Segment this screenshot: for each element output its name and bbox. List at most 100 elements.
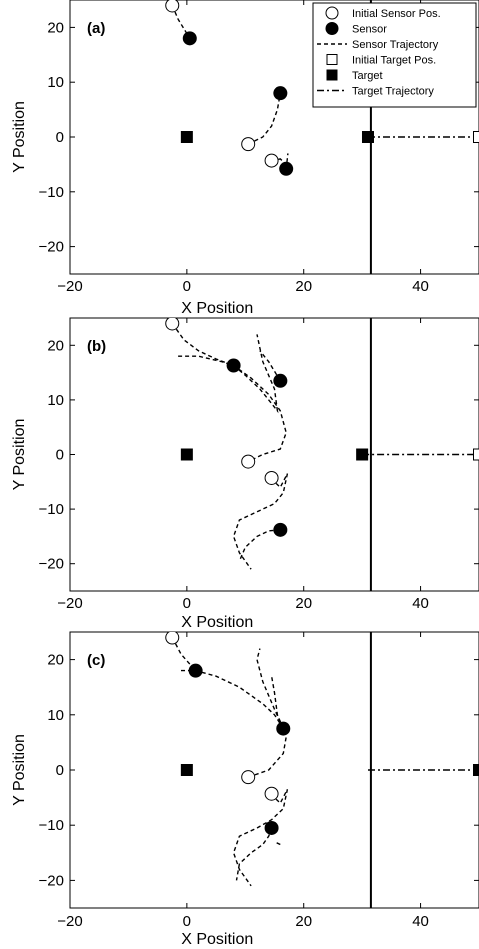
sensor-marker: [279, 161, 294, 176]
y-tick-label: 10: [47, 392, 64, 409]
initial-sensor-marker: [264, 786, 279, 801]
sensor-trajectory: [178, 355, 287, 463]
panel-label: (b): [87, 338, 106, 355]
legend-initial-target-icon: [326, 54, 338, 65]
target-marker: [180, 131, 193, 143]
x-tick-label: −20: [57, 595, 82, 612]
x-axis-label: X Position: [181, 614, 253, 631]
y-axis-label: Y Position: [11, 419, 28, 491]
sensor-trajectory: [181, 669, 284, 729]
x-tick-label: 0: [183, 278, 191, 295]
sensor-marker: [226, 358, 241, 373]
panel-label: (a): [87, 20, 105, 37]
legend-target-icon: [326, 69, 338, 81]
sensor-marker: [273, 86, 288, 101]
target-marker: [473, 764, 479, 776]
plot-content: [165, 0, 479, 274]
y-tick-label: 0: [56, 447, 64, 464]
y-tick-label: −20: [39, 872, 64, 889]
legend-entry: Initial Sensor Pos.: [325, 6, 441, 20]
initial-target-marker: [473, 448, 479, 461]
sensor-trajectory: [238, 529, 281, 562]
y-tick-label: −10: [39, 501, 64, 518]
x-axis-label: X Position: [181, 931, 253, 948]
legend-entry: Initial Target Pos.: [326, 54, 436, 67]
target-marker: [361, 131, 374, 143]
x-tick-label: 40: [412, 278, 429, 295]
panel-2: −20 0 20 40 −20 −10 0 10 20 X Position Y Position (…: [11, 317, 479, 631]
initial-sensor-marker: [241, 137, 256, 152]
y-tick-label: −20: [39, 556, 64, 573]
legend-entry: Sensor: [325, 22, 387, 36]
sensor-marker: [264, 820, 279, 835]
x-tick-label: 20: [295, 595, 312, 612]
target-marker: [180, 764, 193, 776]
sensor-trajectory: [171, 323, 234, 367]
initial-sensor-marker: [165, 318, 180, 331]
sensor-trajectory: [256, 648, 284, 729]
y-tick-label: 20: [47, 652, 64, 669]
legend-label: Target: [352, 70, 383, 82]
x-tick-label: −20: [57, 913, 82, 930]
y-tick-label: 0: [56, 762, 64, 779]
y-tick-label: 20: [47, 19, 64, 36]
legend: Initial Sensor Pos. Sensor Sensor Trajecto…: [312, 2, 477, 108]
legend-entry: Target Trajectory: [317, 86, 434, 98]
initial-sensor-marker: [241, 770, 256, 785]
y-tick-label: 0: [56, 129, 64, 146]
legend-label: Initial Sensor Pos.: [352, 8, 441, 20]
legend-label: Target Trajectory: [352, 86, 434, 98]
target-marker: [356, 448, 369, 461]
sensor-trajectory: [247, 93, 281, 145]
y-tick-label: 20: [47, 337, 64, 354]
sensor-trajectory: [233, 334, 279, 414]
x-tick-label: 40: [412, 595, 429, 612]
legend-label: Sensor: [352, 24, 387, 36]
legend-entry: Target: [326, 69, 383, 82]
x-tick-label: −20: [57, 278, 82, 295]
x-tick-label: 20: [295, 278, 312, 295]
legend-sensor-icon: [325, 22, 339, 35]
legend-box: [312, 2, 477, 108]
panel-1: −20 0 20 40 −20 −10 0 10 20 X Position Y Position (…: [11, 0, 479, 317]
sensor-marker: [276, 721, 291, 736]
plot-content: [165, 318, 479, 591]
panel-label: (c): [87, 652, 105, 669]
panel-3: −20 0 20 40 −20 −10 0 10 20 X Position Y Position (…: [11, 631, 479, 948]
x-axis-label: X Position: [181, 300, 253, 317]
y-tick-label: −20: [39, 239, 64, 256]
sensor-trajectory: [232, 788, 289, 887]
target-marker: [180, 448, 193, 461]
y-tick-label: 10: [47, 707, 64, 724]
initial-sensor-marker: [264, 470, 279, 485]
initial-target-marker: [473, 131, 479, 143]
sensor-marker: [273, 373, 288, 388]
sensor-trajectory: [235, 827, 273, 881]
initial-sensor-marker: [165, 0, 180, 13]
x-tick-label: 0: [183, 913, 191, 930]
sensor-marker: [273, 522, 288, 537]
legend-label: Sensor Trajectory: [352, 39, 439, 51]
sensor-trajectory: [259, 350, 281, 382]
sensor-marker: [188, 663, 203, 678]
y-axis-label: Y Position: [11, 101, 28, 173]
legend-initial-sensor-icon: [325, 6, 339, 20]
y-tick-label: −10: [39, 817, 64, 834]
x-tick-label: 40: [412, 913, 429, 930]
sensor-trajectory: [270, 676, 284, 729]
sensor-trajectory: [171, 5, 191, 39]
sensor-marker: [182, 31, 197, 46]
initial-sensor-marker: [165, 632, 180, 645]
sensor-trajectory: [232, 473, 289, 570]
x-tick-label: 0: [183, 595, 191, 612]
y-axis-label: Y Position: [11, 734, 28, 806]
legend-entry: Sensor Trajectory: [317, 39, 439, 51]
y-tick-label: −10: [39, 184, 64, 201]
sensor-trajectory: [247, 728, 287, 778]
legend-label: Initial Target Pos.: [352, 55, 436, 67]
x-tick-label: 20: [295, 913, 312, 930]
sensor-trajectory: [274, 841, 281, 846]
y-tick-label: 10: [47, 74, 64, 91]
